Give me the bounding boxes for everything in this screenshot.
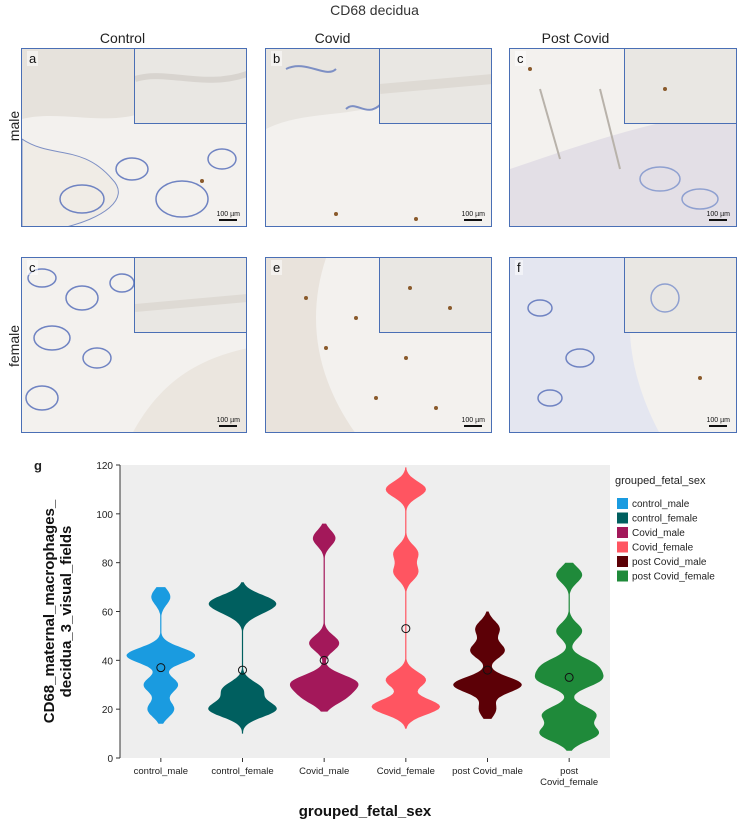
micrograph-image	[510, 67, 736, 226]
x-tick-label: post Covid_male	[452, 766, 523, 777]
y-tick-label: 0	[107, 754, 113, 765]
micrograph-panel-d: c 100 µm	[21, 257, 247, 433]
mean-marker	[156, 663, 166, 673]
violin-post-covid_female	[534, 562, 604, 751]
panel-letter: a	[27, 51, 39, 66]
scale-bar: 100 µm	[217, 211, 240, 221]
legend-item-label: control_female	[632, 514, 698, 525]
legend-swatch	[617, 527, 628, 538]
inset-magnified-view	[624, 258, 736, 333]
x-axis-title: grouped_fetal_sex	[299, 803, 432, 820]
column-header-covid: Covid	[314, 30, 351, 46]
micrograph-panel-f: f 100 µm	[509, 257, 737, 433]
column-header-post-covid: Post Covid	[541, 30, 610, 46]
panel-letter: b	[271, 51, 283, 66]
violin-covid_male	[289, 523, 359, 712]
y-tick-label: 20	[102, 705, 114, 716]
mean-marker	[483, 665, 492, 675]
micrograph-image	[266, 258, 438, 432]
legend-swatch	[617, 570, 628, 582]
chart-panel-label: g	[34, 458, 42, 473]
micrograph-panel-c: c 100 µm	[509, 48, 737, 227]
y-tick-label: 120	[96, 461, 113, 472]
violin-control_female	[208, 582, 277, 734]
y-tick-label: 100	[96, 510, 113, 521]
inset-magnified-view	[624, 49, 736, 124]
panel-letter: c	[515, 51, 526, 66]
inset-magnified-view	[134, 258, 246, 333]
panel-letter: c	[27, 260, 38, 275]
y-tick-label: 60	[102, 608, 114, 619]
x-tick-label: Covid_male	[299, 766, 349, 777]
y-axis-title: CD68_maternal_macrophages_decidua_3_visu…	[41, 499, 75, 723]
violin-covid_female	[371, 467, 441, 729]
micrograph-panel-b: b 100 µm	[265, 48, 492, 227]
y-tick-label: 80	[102, 559, 114, 570]
panel-letter: f	[515, 260, 523, 275]
x-tick-label: control_female	[211, 766, 273, 777]
panel-letter: e	[271, 260, 283, 275]
legend-swatch	[617, 498, 628, 509]
row-header-female: female	[6, 324, 22, 368]
mean-marker	[401, 624, 411, 634]
mean-marker	[238, 665, 247, 675]
micrograph-image	[266, 49, 418, 221]
legend-swatch	[617, 541, 628, 553]
micrograph-panel-e: e 100 µm	[265, 257, 492, 433]
mean-marker	[319, 655, 329, 665]
inset-magnified-view	[134, 49, 246, 124]
violin-chart: 0 20 40 60 80 100 120 CD68_maternal_macrophages…	[41, 461, 715, 820]
legend-swatch	[617, 512, 628, 524]
y-tick-label: 40	[102, 656, 114, 667]
scale-bar: 100 µm	[217, 417, 240, 427]
column-header-control: Control	[99, 30, 146, 46]
scale-bar: 100 µm	[707, 211, 730, 221]
figure-title: CD68 decidua	[330, 2, 419, 18]
legend-title: grouped_fetal_sex	[615, 475, 706, 487]
violin-post-covid_male	[453, 611, 522, 719]
mean-marker	[564, 672, 574, 682]
micrograph-image	[22, 49, 237, 226]
violin-control_male	[126, 587, 196, 724]
inset-magnified-view	[379, 258, 491, 333]
inset-magnified-view	[379, 49, 491, 124]
legend-swatch	[617, 556, 628, 567]
plot-area	[120, 465, 610, 758]
row-header-male: male	[6, 110, 22, 142]
scale-bar: 100 µm	[707, 417, 730, 427]
micrograph-image	[510, 258, 702, 432]
scale-bar: 100 µm	[462, 417, 485, 427]
x-tick-label: Covid_female	[377, 766, 435, 777]
legend-item-label: post Covid_male	[632, 557, 707, 568]
legend-item-label: Covid_male	[632, 528, 685, 539]
x-tick-label: control_male	[134, 766, 188, 777]
legend-item-label: post Covid_female	[632, 572, 715, 583]
scale-bar: 100 µm	[462, 211, 485, 221]
legend-item-label: control_male	[632, 499, 690, 510]
micrograph-panel-a: a 100 µm	[21, 48, 247, 227]
x-tick-label: post Covid_female	[540, 766, 598, 788]
legend-item-label: Covid_female	[632, 543, 694, 554]
